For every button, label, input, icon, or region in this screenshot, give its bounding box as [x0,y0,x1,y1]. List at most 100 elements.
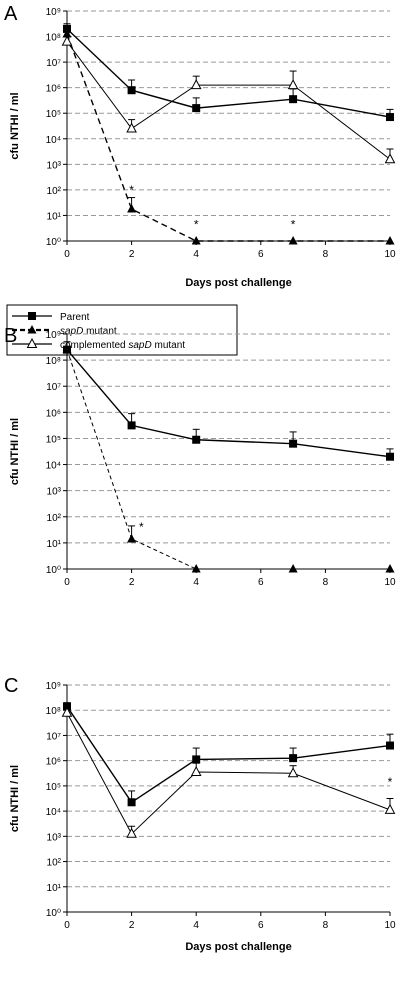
y-tick-label: 10¹ [47,883,62,894]
y-tick-label: 10² [47,513,62,524]
legend-label-sapd: sapD mutant [60,326,117,337]
panel-a: A 10⁰ 10¹ 10² 10³ 10⁴ 10⁵ 10⁶ 10⁷ 10⁸ 10⁹ 0 2 4 6 8 10 cf… [4,3,396,289]
data-point-parent [192,755,201,764]
x-tick-label: 10 [384,249,396,260]
panel-letter: C [4,675,18,697]
x-tick-label: 4 [193,249,199,260]
data-point-comp [287,79,299,90]
x-tick-label: 10 [384,920,396,931]
y-tick-label: 10⁰ [46,908,61,919]
data-point-parent [63,702,71,711]
significance-asterisk: * [129,183,134,197]
y-tick-label: 10³ [47,832,62,843]
legend-marker-parent [28,312,36,320]
legend-marker-comp [26,337,38,348]
data-point-sapd [127,204,137,213]
x-tick-label: 10 [384,577,396,588]
panel-b: B 10⁰ 10¹ 10² 10³ 10⁴ 10⁵ 10⁶ 10⁷ 10⁸ 10⁹ 0 2 4 6 8 10 cf… [4,325,396,588]
y-axis-label: cfu NTHI / ml [9,418,21,485]
x-tick-label: 4 [193,577,199,588]
y-tick-label: 10⁰ [46,237,61,248]
data-point-comp [384,153,396,164]
series-sapd [62,341,395,573]
x-axis-label: Days post challenge [185,941,291,953]
series-line-parent [66,349,391,458]
x-tick-label: 8 [323,249,329,260]
data-point-sapd [288,236,298,245]
data-point-parent [192,435,201,444]
data-point-comp [61,706,73,717]
x-tick-label: 0 [64,249,70,260]
x-tick-label: 2 [129,577,135,588]
y-tick-label: 10⁴ [46,461,61,472]
data-point-sapd [62,29,72,38]
panel-c: C 10⁰ 10¹ 10² 10³ 10⁴ 10⁵ 10⁶ 10⁷ 10⁸ 10⁹ 0 2 4 6 8 10 cf… [4,675,396,953]
data-point-comp [287,767,299,778]
x-tick-label: 0 [64,920,70,931]
y-tick-label: 10³ [47,487,62,498]
series-parent [63,23,394,122]
y-tick-label: 10³ [47,160,62,171]
y-tick-label: 10² [47,858,62,869]
data-point-sapd [62,344,72,354]
y-tick-label: 10⁰ [46,565,61,576]
y-tick-label: 10⁶ [46,757,61,768]
series-comp [61,35,396,164]
data-point-sapd [127,533,137,543]
data-point-sapd [385,236,395,245]
significance-asterisk: * [388,775,393,789]
panel-letter: B [4,325,17,347]
y-tick-label: 10¹ [47,539,62,550]
x-tick-label: 2 [129,920,135,931]
legend: Parent sapD mutant complemented sapD mutan… [6,304,238,356]
data-point-parent [289,439,298,448]
data-point-parent [289,95,298,104]
y-tick-label: 10⁴ [46,135,61,146]
data-point-parent [386,113,394,122]
data-point-parent [127,798,136,807]
y-tick-label: 10⁷ [46,731,61,742]
y-tick-label: 10⁶ [46,84,61,95]
data-point-parent [192,104,201,113]
y-tick-label: 10⁵ [46,434,61,445]
y-tick-label: 10¹ [47,211,62,222]
x-axis-label: Days post challenge [185,277,291,289]
y-axis-label: cfu NTHI / ml [9,765,21,832]
y-tick-label: 10⁵ [46,109,61,120]
data-point-comp [126,827,137,838]
y-tick-label: 10⁹ [46,330,61,341]
series-line-sapd [66,33,390,242]
x-tick-label: 8 [323,577,329,588]
series-line-comp [66,712,391,835]
legend-marker-sapd [27,325,37,334]
series-line-sapd [66,349,390,570]
data-point-sapd [385,564,395,573]
y-tick-label: 10⁶ [46,408,61,419]
data-point-sapd [288,564,298,573]
x-tick-label: 8 [323,920,329,931]
data-point-parent [127,421,136,430]
series-sapd [62,28,395,245]
data-point-comp [126,122,137,133]
data-point-sapd [191,564,201,573]
y-tick-label: 10⁸ [46,706,61,717]
data-point-parent [289,754,298,763]
legend-label-comp: complemented sapD mutant [60,340,185,351]
legend-label-parent: Parent [60,312,90,323]
x-tick-label: 6 [258,249,264,260]
data-point-sapd [191,236,201,245]
panel-letter: A [4,3,18,25]
series-comp [61,706,396,838]
y-axis-label: cfu NTHI / ml [9,92,21,159]
data-point-comp [384,803,396,814]
data-point-parent [386,452,394,461]
y-tick-label: 10⁹ [46,7,61,18]
data-point-parent [127,86,136,95]
y-tick-label: 10⁵ [46,782,61,793]
x-tick-label: 0 [64,577,70,588]
series-line-parent [66,28,391,118]
series-parent [63,702,394,807]
x-tick-label: 6 [258,577,264,588]
significance-asterisk: * [291,217,296,231]
